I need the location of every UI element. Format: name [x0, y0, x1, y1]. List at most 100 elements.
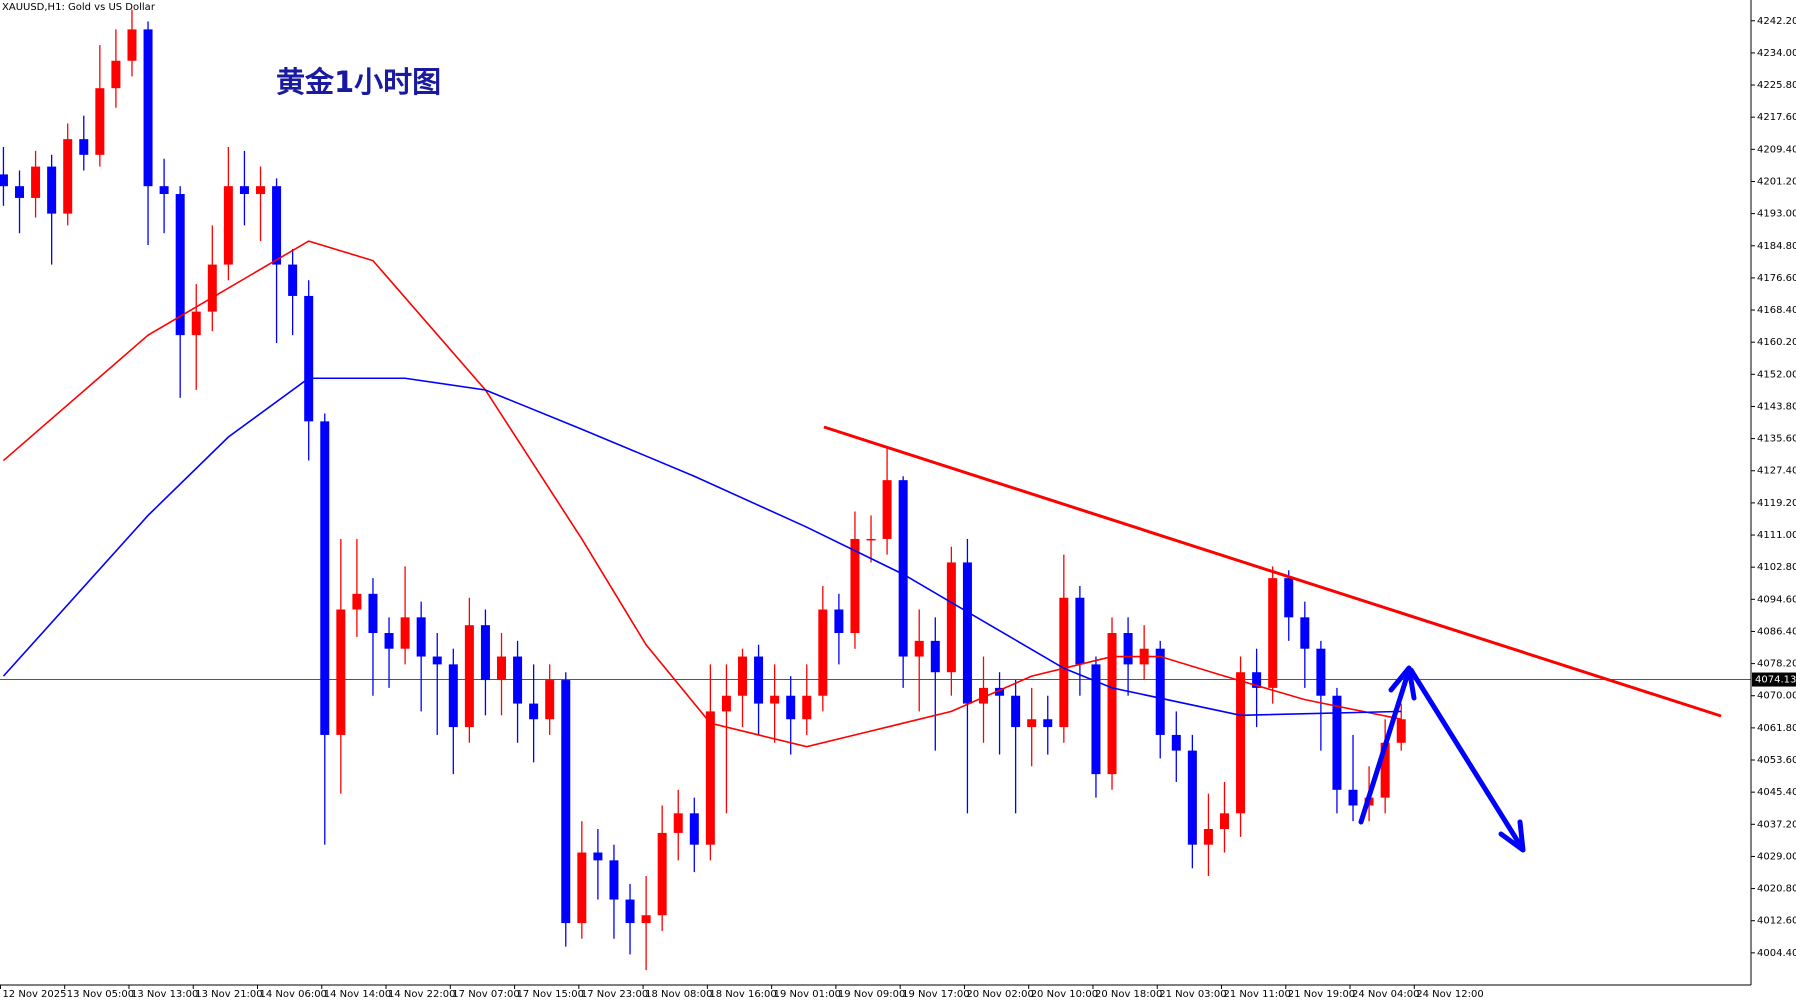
candle-body: [545, 680, 555, 720]
y-tick-label: 4176.60: [1757, 273, 1796, 284]
candle-body: [737, 656, 747, 696]
x-tick-label: 13 Nov 21:00: [195, 989, 262, 999]
x-tick-label: 21 Nov 19:00: [1288, 989, 1355, 999]
candle-body: [593, 852, 603, 861]
candle-body: [786, 695, 796, 720]
candle-body: [1107, 633, 1117, 775]
candle-body: [336, 609, 346, 735]
candle-body: [127, 29, 137, 61]
y-tick-label: 4193.00: [1757, 209, 1796, 220]
candle-body: [384, 633, 394, 649]
candle-body: [223, 186, 233, 265]
x-tick-label: 19 Nov 09:00: [838, 989, 905, 999]
candle-body: [159, 186, 169, 195]
y-tick-label: 4143.80: [1757, 401, 1796, 412]
y-tick-label: 4053.60: [1757, 755, 1796, 766]
candle-body: [1123, 633, 1133, 665]
x-tick-label: 17 Nov 23:00: [581, 989, 648, 999]
candle-body: [641, 915, 651, 924]
candle-body: [480, 625, 490, 681]
candle-body: [31, 166, 41, 198]
x-tick-label: 20 Nov 10:00: [1031, 989, 1098, 999]
candle-body: [1187, 750, 1197, 845]
candle-body: [239, 186, 249, 195]
y-tick-label: 4217.60: [1757, 112, 1796, 123]
price-label-box: [1752, 672, 1796, 687]
candle-body: [1332, 695, 1342, 790]
arrow-up: [1358, 667, 1412, 825]
y-tick-label: 4152.00: [1757, 369, 1796, 380]
candle-body: [962, 562, 972, 704]
y-tick-label: 4119.20: [1757, 498, 1796, 509]
candle-body: [1155, 648, 1165, 735]
candle-body: [705, 711, 715, 845]
x-tick-label: 21 Nov 03:00: [1159, 989, 1226, 999]
y-tick-label: 4061.80: [1757, 723, 1796, 734]
candle-body: [1171, 734, 1181, 751]
candle-body: [416, 617, 426, 657]
candle-body: [802, 695, 812, 720]
candle-body: [1284, 578, 1294, 618]
x-tick-label: 17 Nov 07:00: [452, 989, 519, 999]
y-tick-label: 4086.40: [1757, 626, 1796, 637]
candle-body: [368, 593, 378, 634]
candle-body: [978, 687, 988, 704]
candle-body: [1075, 597, 1085, 665]
x-tick-label: 24 Nov 04:00: [1352, 989, 1419, 999]
candle-body: [754, 656, 764, 704]
candle-body: [513, 656, 523, 704]
y-tick-label: 4004.40: [1757, 948, 1796, 959]
annotation: 黄金1小时图: [276, 65, 441, 99]
candle-body: [47, 166, 57, 214]
y-tick-label: 4037.20: [1757, 819, 1796, 830]
x-tick-label: 18 Nov 08:00: [645, 989, 712, 999]
x-tick-label: 18 Nov 16:00: [709, 989, 776, 999]
candle-body: [432, 656, 442, 665]
y-tick-label: 4070.00: [1757, 691, 1796, 702]
x-tick-label: 20 Nov 18:00: [1095, 989, 1162, 999]
candle-body: [95, 88, 105, 155]
candle-body: [818, 609, 828, 696]
x-tick-label: 17 Nov 15:00: [517, 989, 584, 999]
price-label: 4074.13: [1755, 675, 1796, 686]
candle-body: [914, 640, 924, 657]
candle-body: [272, 186, 282, 265]
y-tick-label: 4184.80: [1757, 241, 1796, 252]
y-tick-label: 4209.40: [1757, 144, 1796, 155]
x-tick-label: 19 Nov 01:00: [774, 989, 841, 999]
candle-body: [1219, 813, 1229, 829]
candle-body: [400, 617, 410, 649]
candle-body: [561, 680, 571, 924]
x-tick-label: 19 Nov 17:00: [902, 989, 969, 999]
candle-body: [1027, 719, 1037, 728]
candle-body: [79, 139, 89, 155]
chart-title: XAUUSD,H1: Gold vs US Dollar: [2, 2, 156, 13]
y-tick-label: 4102.80: [1757, 562, 1796, 573]
candle-body: [1011, 695, 1021, 728]
candle-body: [850, 538, 860, 634]
candle-body: [256, 186, 266, 195]
candle-body: [1316, 648, 1326, 696]
candle-body: [1203, 828, 1213, 845]
moving-average: [2, 240, 1402, 748]
candle-body: [1396, 719, 1406, 743]
x-tick-label: 14 Nov 22:00: [388, 989, 455, 999]
y-tick-label: 4225.80: [1757, 80, 1796, 91]
candle-body: [930, 640, 940, 673]
y-tick-label: 4020.80: [1757, 884, 1796, 895]
x-tick-label: 20 Nov 02:00: [966, 989, 1033, 999]
moving-average: [2, 377, 1402, 717]
y-tick-label: 4012.60: [1757, 916, 1796, 927]
x-tick-label: 13 Nov 13:00: [131, 989, 198, 999]
candle-body: [63, 139, 73, 214]
candle-body: [207, 264, 217, 312]
x-tick-label: 12 Nov 2025: [2, 989, 66, 999]
arrow-head: [1388, 665, 1417, 701]
y-tick-label: 4094.60: [1757, 594, 1796, 605]
candle-body: [1348, 789, 1358, 806]
candle-body: [1268, 578, 1278, 688]
forecast-arrows: [1358, 665, 1526, 853]
candle-body: [721, 695, 731, 712]
